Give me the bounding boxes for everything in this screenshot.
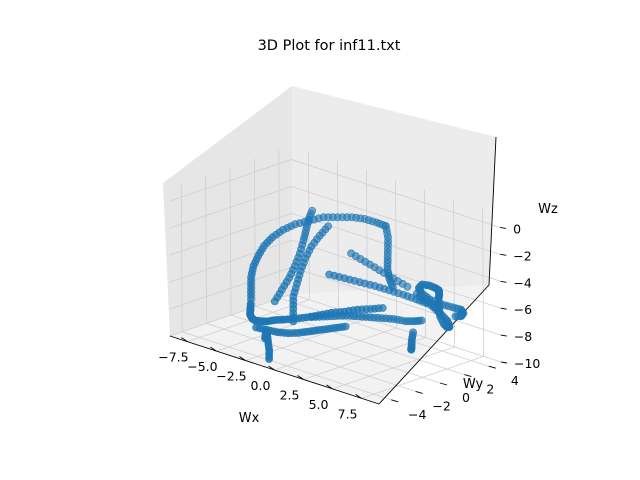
- x-tick-label: 5.0: [309, 397, 329, 412]
- y-tick-mark: [488, 365, 496, 369]
- x-tick-mark: [297, 375, 304, 380]
- z-axis-label: Wz: [538, 202, 558, 217]
- z-tick-mark: [500, 227, 507, 229]
- data-point: [252, 323, 260, 332]
- y-tick-mark: [391, 399, 399, 403]
- x-tick-mark: [268, 365, 275, 371]
- y-tick-label: −4: [408, 407, 426, 422]
- x-tick-mark: [181, 337, 188, 343]
- y-axis-line: [378, 284, 490, 405]
- x-axis-label: Wx: [239, 411, 260, 426]
- z-tick-mark: [500, 280, 507, 283]
- grid-line-z: [168, 159, 501, 228]
- z-tick-label: −8: [514, 329, 532, 344]
- grid-line-z: [169, 185, 501, 255]
- x-tick-mark: [239, 356, 246, 361]
- z-tick-mark: [500, 334, 507, 337]
- z-tick-mark: [500, 307, 507, 310]
- y-tick-label: 0: [462, 390, 470, 405]
- y-tick-mark: [415, 390, 423, 394]
- data-point: [347, 249, 355, 258]
- x-tick-mark: [326, 384, 333, 390]
- y-tick-mark: [464, 374, 472, 378]
- tick-labels: −7.5−5.0−2.5 0.0 2.5 5.0 7.5 −4 −2 0 2 4 −10 −8 −6 −4…: [158, 221, 540, 421]
- z-axis-line: [488, 136, 497, 286]
- z-tick-mark: [500, 253, 507, 256]
- x-tick-label: −7.5: [158, 350, 188, 365]
- x-tick-mark: [210, 346, 217, 352]
- data-point: [270, 316, 279, 324]
- z-tick-label: −10: [514, 356, 540, 371]
- x-tick-mark: [355, 393, 362, 399]
- axis-panes: [163, 86, 496, 404]
- y-tick-label: 2: [486, 382, 494, 397]
- z-tick-mark: [500, 361, 508, 364]
- x-tick-label: 2.5: [280, 387, 300, 402]
- chart-title: 3D Plot for inf11.txt: [258, 38, 401, 54]
- z-tick-label: −2: [513, 248, 531, 263]
- y-tick-mark: [439, 382, 448, 386]
- data-point: [270, 297, 279, 306]
- x-tick-label: −5.0: [187, 359, 217, 374]
- x-tick-label: 7.5: [338, 406, 358, 421]
- y-tick-label: −2: [432, 398, 450, 413]
- y-axis-label: Wy: [463, 377, 484, 392]
- z-tick-label: −4: [513, 275, 531, 290]
- x-tick-label: 0.0: [251, 378, 271, 393]
- x-tick-label: −2.5: [216, 369, 246, 384]
- grid-line-z: [169, 212, 501, 282]
- z-tick-label: 0: [513, 221, 521, 236]
- data-point: [418, 280, 427, 289]
- back-pane: [292, 86, 496, 294]
- data-point: [265, 355, 273, 363]
- data-point: [325, 270, 334, 279]
- data-points: [246, 206, 468, 363]
- y-tick-label: 4: [511, 373, 519, 388]
- data-point: [407, 345, 415, 354]
- z-tick-label: −6: [514, 302, 532, 317]
